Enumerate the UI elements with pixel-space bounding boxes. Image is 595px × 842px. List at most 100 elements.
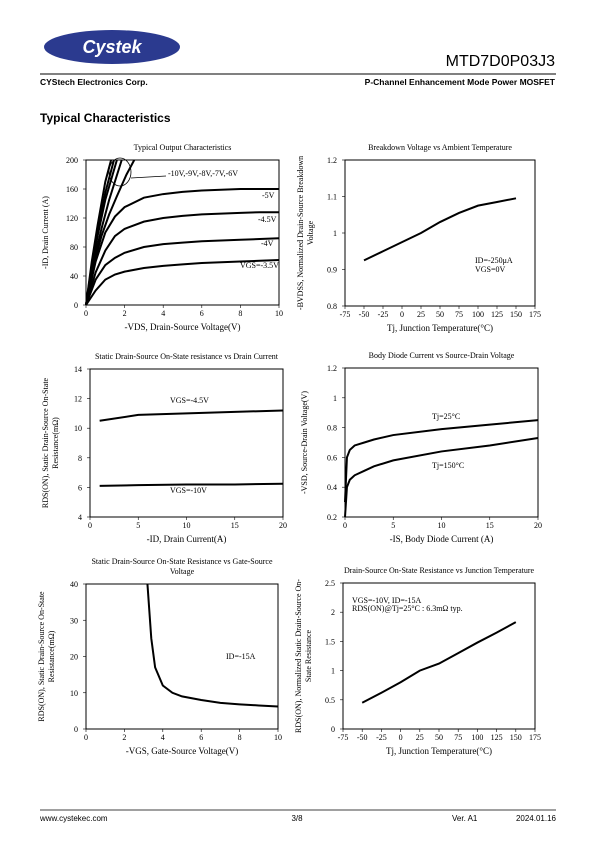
x-tick-label: 10: [183, 521, 191, 530]
curve: [85, 237, 280, 306]
curve: [344, 419, 539, 503]
curve-label: Tj=25°C: [432, 412, 460, 421]
curve-label: -4V: [261, 239, 274, 248]
chart-title: Typical Output Characteristics: [134, 143, 232, 152]
y-tick-label: 1: [333, 394, 337, 403]
curve: [99, 482, 284, 487]
y-tick-label: 0.8: [327, 424, 337, 433]
curve: [361, 621, 517, 704]
chart-title: Voltage: [170, 567, 195, 576]
x-tick-label: 6: [199, 733, 203, 742]
chart-title: Drain-Source On-State Resistance vs Junc…: [344, 566, 535, 575]
description: P-Channel Enhancement Mode Power MOSFET: [365, 77, 556, 87]
y-tick-label: 80: [70, 243, 78, 252]
x-tick-label: 0: [343, 521, 347, 530]
x-axis-label: Tj, Junction Temperature(°C): [386, 746, 492, 756]
y-tick-label: 1.2: [327, 364, 337, 373]
version: Ver. A1: [452, 814, 478, 823]
x-tick-label: 15: [486, 521, 494, 530]
x-tick-label: 25: [417, 310, 425, 319]
x-tick-label: 2: [122, 733, 126, 742]
x-tick-label: 100: [471, 733, 483, 742]
x-tick-label: 0: [399, 733, 403, 742]
x-tick-label: 75: [455, 310, 463, 319]
x-tick-label: 175: [529, 733, 541, 742]
curve: [146, 583, 279, 708]
curve: [85, 159, 136, 306]
y-axis-label: -VSD, Source-Drain Voltage(V): [300, 391, 309, 494]
annotation: ID=-250μA: [475, 256, 513, 265]
x-tick-label: -25: [378, 310, 389, 319]
y-axis-label: Resistance(mΩ): [51, 417, 60, 469]
curve-label: VGS=-10V: [170, 486, 207, 495]
x-tick-label: 150: [510, 310, 522, 319]
y-tick-label: 6: [78, 483, 82, 492]
y-tick-label: 0.9: [327, 266, 337, 275]
x-axis-label: -IS, Body Diode Current (A): [390, 534, 494, 544]
page-number: 3/8: [291, 814, 303, 823]
x-tick-label: -50: [359, 310, 370, 319]
y-axis-label: RDS(ON), Normalized Static Drain-Source …: [294, 579, 303, 733]
y-tick-label: 4: [78, 513, 82, 522]
chart-title: Body Diode Current vs Source-Drain Volta…: [369, 351, 515, 360]
y-axis-label: RDS(ON), Static Drain-Source On-State: [41, 377, 50, 508]
x-tick-label: 50: [436, 310, 444, 319]
chart-title: Static Drain-Source On-State resistance …: [95, 352, 279, 361]
y-tick-label: 12: [74, 395, 82, 404]
x-tick-label: -75: [338, 733, 349, 742]
y-tick-label: 30: [70, 616, 78, 625]
curve-label: -4.5V: [258, 215, 277, 224]
x-axis-label: -VDS, Drain-Source Voltage(V): [125, 322, 241, 332]
x-tick-label: -25: [376, 733, 387, 742]
y-tick-label: 120: [66, 214, 78, 223]
x-tick-label: 5: [391, 521, 395, 530]
x-tick-label: 0: [84, 733, 88, 742]
x-axis-label: Tj, Junction Temperature(°C): [387, 323, 493, 333]
curve-label: Tj=150°C: [432, 461, 464, 470]
curve-label: VGS=-4.5V: [170, 396, 209, 405]
annotation: VGS=0V: [475, 265, 506, 274]
y-tick-label: 2: [331, 608, 335, 617]
y-tick-label: 160: [66, 185, 78, 194]
curve: [85, 211, 279, 306]
y-tick-label: 200: [66, 156, 78, 165]
chart-title: Static Drain-Source On-State Resistance …: [91, 557, 273, 566]
x-tick-label: 8: [238, 733, 242, 742]
annotation: RDS(ON)@Tj=25°C : 6.3mΩ typ.: [352, 604, 463, 613]
curve-group-marker: [108, 157, 132, 187]
x-tick-label: 100: [472, 310, 484, 319]
x-axis-label: -VGS, Gate-Source Voltage(V): [126, 746, 238, 756]
logo-shape: [44, 30, 180, 64]
y-tick-label: 20: [70, 653, 78, 662]
y-tick-label: 1: [333, 229, 337, 238]
y-tick-label: 10: [74, 424, 82, 433]
y-axis-label: -BVDSS, Normalized Drain-Source Breakdow…: [296, 156, 305, 310]
x-tick-label: 125: [491, 733, 503, 742]
curve: [85, 188, 279, 306]
y-tick-label: 0: [331, 725, 335, 734]
y-tick-label: 0.5: [325, 696, 335, 705]
x-tick-label: 4: [161, 309, 165, 318]
y-tick-label: 10: [70, 689, 78, 698]
annotation: -10V,-9V,-8V,-7V,-6V: [168, 169, 238, 178]
annotation: VGS=-10V, ID=-15A: [352, 596, 422, 605]
y-axis-label: State Resistance: [304, 629, 313, 682]
y-tick-label: 0.4: [327, 483, 337, 492]
y-axis-label: Voltage: [306, 220, 315, 245]
x-tick-label: -50: [357, 733, 368, 742]
y-tick-label: 0.6: [327, 453, 337, 462]
x-tick-label: 15: [231, 521, 239, 530]
curve-label: VGS=-3.5V: [240, 261, 279, 270]
y-tick-label: 1: [331, 667, 335, 676]
curve-label: -5V: [262, 191, 275, 200]
x-tick-label: 4: [161, 733, 165, 742]
y-tick-label: 14: [74, 365, 82, 374]
y-tick-label: 40: [70, 272, 78, 281]
plot-frame: [344, 159, 536, 307]
part-number: MTD7D0P03J3: [446, 53, 555, 70]
plot-frame: [85, 159, 280, 306]
curve: [99, 409, 284, 422]
curve: [85, 259, 280, 306]
y-tick-label: 2.5: [325, 579, 335, 588]
y-tick-label: 40: [70, 580, 78, 589]
